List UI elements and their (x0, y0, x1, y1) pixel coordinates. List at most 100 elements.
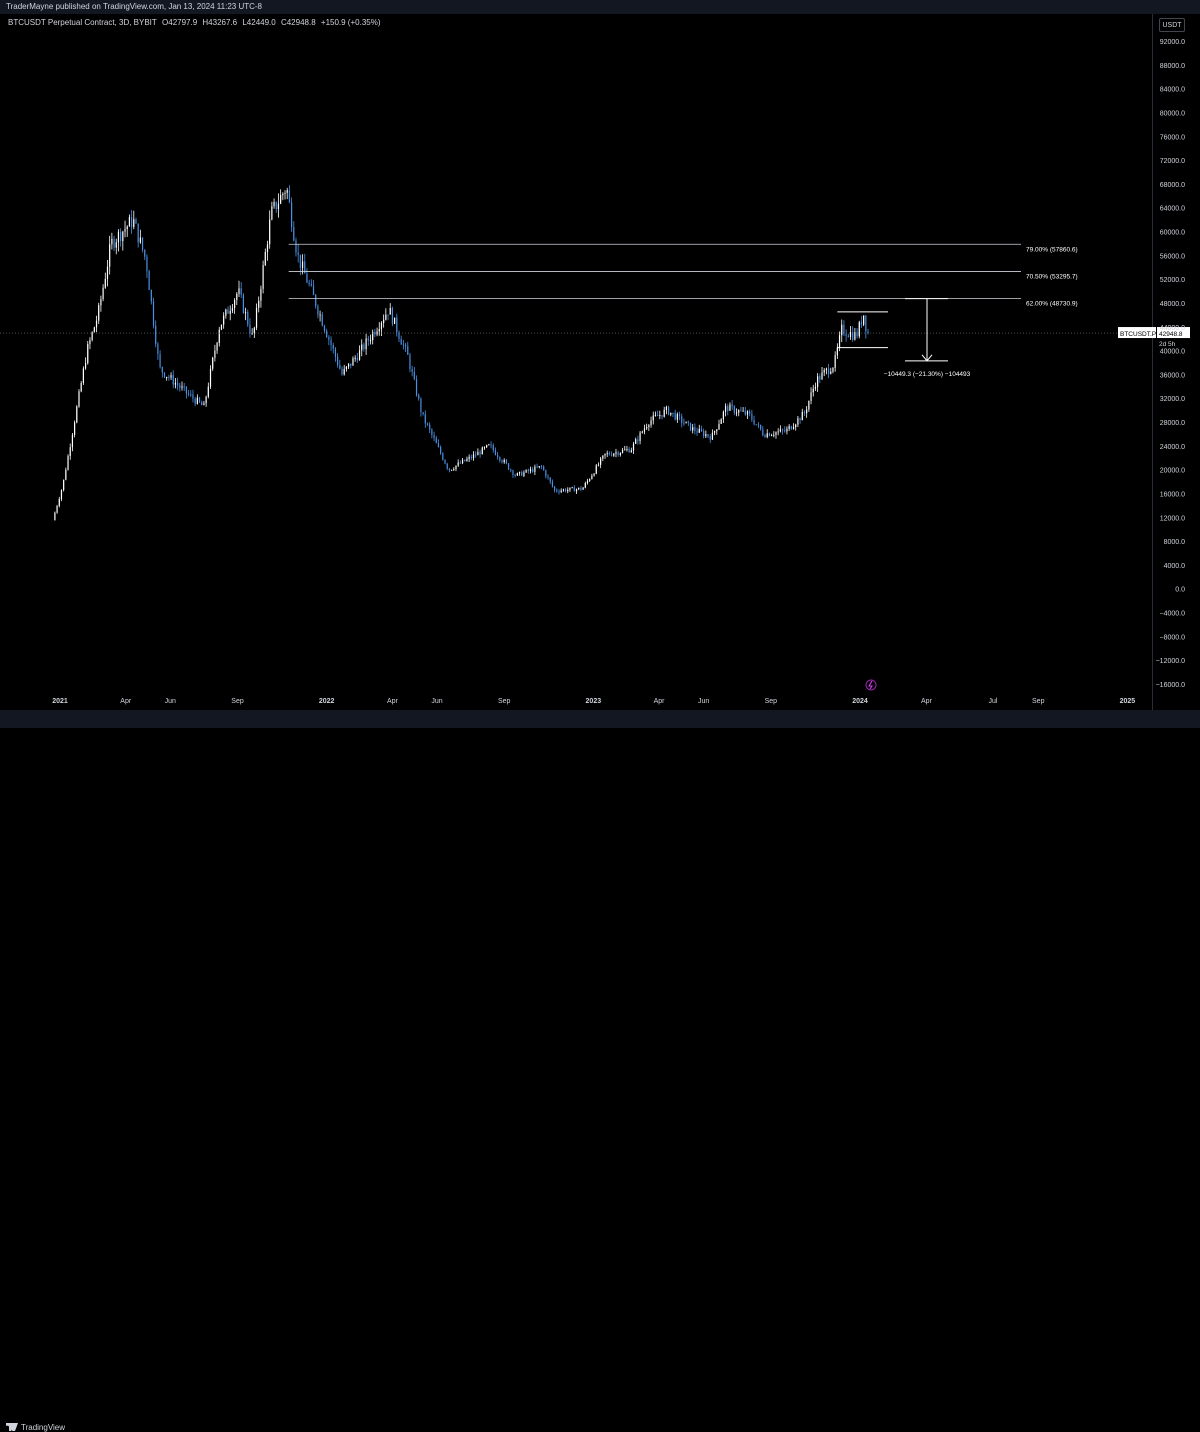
candle-body (812, 388, 814, 393)
candle-body (472, 454, 475, 459)
candle-body (490, 444, 492, 446)
candle-body (665, 406, 667, 410)
candle-body (137, 223, 139, 243)
candle-body (650, 420, 652, 426)
candle-body (440, 447, 442, 454)
candle-body (266, 244, 269, 253)
candle-body (168, 376, 170, 378)
candle-body (825, 368, 827, 371)
currency-button[interactable]: USDT (1159, 18, 1185, 32)
candle-body (183, 386, 185, 388)
candle-body (847, 336, 849, 338)
candle-body (174, 383, 177, 385)
candle-body (293, 227, 295, 241)
price-chart[interactable]: 79.00% (57860.6) 70.50% (53295.7) 62.00% (… (0, 0, 1200, 728)
candle-body (255, 307, 258, 328)
candle-body (584, 483, 586, 488)
candle-body (477, 451, 479, 456)
candle-body (74, 422, 76, 435)
candle-body (54, 512, 56, 521)
candle-body (356, 357, 358, 361)
candle-body (830, 371, 832, 374)
symbol-title[interactable]: BTCUSDT Perpetual Contract, 3D, BYBIT (8, 18, 157, 27)
candle-body (109, 244, 111, 267)
candle-body (593, 473, 595, 476)
candle-body (512, 470, 514, 475)
candle-body (179, 385, 181, 388)
ohlc-high: H43267.6 (202, 18, 238, 27)
candle-body (429, 424, 431, 430)
publish-bar: TraderMayne published on TradingView.com… (0, 0, 1200, 14)
candle-body (775, 432, 777, 435)
candle-body (505, 460, 507, 464)
candle-body (648, 425, 650, 428)
price-axis-tick: 60000.0 (1160, 230, 1185, 237)
candle-body (315, 294, 317, 307)
candle-body (391, 307, 394, 324)
candle-body (277, 203, 280, 210)
time-axis-tick: Sep (498, 698, 511, 705)
candle-body (792, 427, 795, 430)
ohlc-close: C42948.8 (280, 18, 316, 27)
candle-body (854, 332, 856, 340)
price-axis-tick: 0.0 (1175, 587, 1185, 594)
candle-body (497, 454, 499, 458)
candle-body (681, 416, 683, 423)
time-axis-tick: 2024 (852, 698, 868, 705)
candle-body (275, 201, 277, 210)
candle-body (378, 329, 380, 332)
fib-level-label: 70.50% (53295.7) (1026, 273, 1078, 280)
candle-body (328, 337, 330, 340)
candle-body (89, 339, 91, 345)
candle-body (442, 453, 444, 460)
price-axis-tick: 76000.0 (1160, 134, 1185, 141)
tradingview-logo[interactable]: TradingView (6, 1423, 65, 1432)
candle-body (703, 431, 705, 437)
candle-body (667, 406, 670, 415)
candle-body (770, 435, 773, 437)
candle-body (446, 463, 448, 469)
candle-body (589, 479, 591, 481)
candle-body (738, 410, 740, 413)
candle-body (415, 379, 418, 396)
candle-body (646, 427, 648, 429)
candle-body (571, 487, 573, 489)
candle-body (144, 249, 146, 257)
candle-body (604, 453, 606, 456)
candle-body (240, 288, 242, 295)
candle-body (372, 332, 374, 341)
candle-body (212, 357, 214, 369)
candle-body (797, 418, 799, 425)
candle-body (166, 376, 168, 378)
candle-body (332, 345, 334, 349)
candle-body (269, 219, 271, 245)
candle-body (334, 348, 337, 357)
candle-body (483, 447, 486, 449)
candle-body (773, 434, 775, 436)
candle-body (337, 356, 339, 365)
candle-body (181, 386, 183, 388)
candle-body (339, 364, 341, 369)
candle-body (751, 413, 753, 420)
tradingview-brand: TradingView (21, 1423, 66, 1432)
candle-body (624, 449, 626, 451)
candle-body (536, 466, 538, 468)
candle-body (554, 486, 556, 491)
candle-body (799, 418, 801, 421)
candle-body (860, 322, 863, 325)
candle-body (244, 312, 247, 314)
candle-body (823, 370, 825, 373)
candle-body (836, 347, 838, 356)
price-axis-tick: 36000.0 (1160, 372, 1185, 379)
candle-body (223, 315, 225, 325)
candle-body (806, 409, 808, 414)
candle-body (67, 455, 69, 470)
candle-body (295, 240, 297, 253)
candle-body (102, 287, 104, 300)
candle-body (80, 382, 82, 392)
fib-level-label: 62.00% (48730.9) (1026, 301, 1078, 308)
candle-body (389, 307, 391, 315)
candle-body (863, 315, 865, 325)
candle-body (527, 469, 529, 472)
candle-body (323, 325, 326, 331)
